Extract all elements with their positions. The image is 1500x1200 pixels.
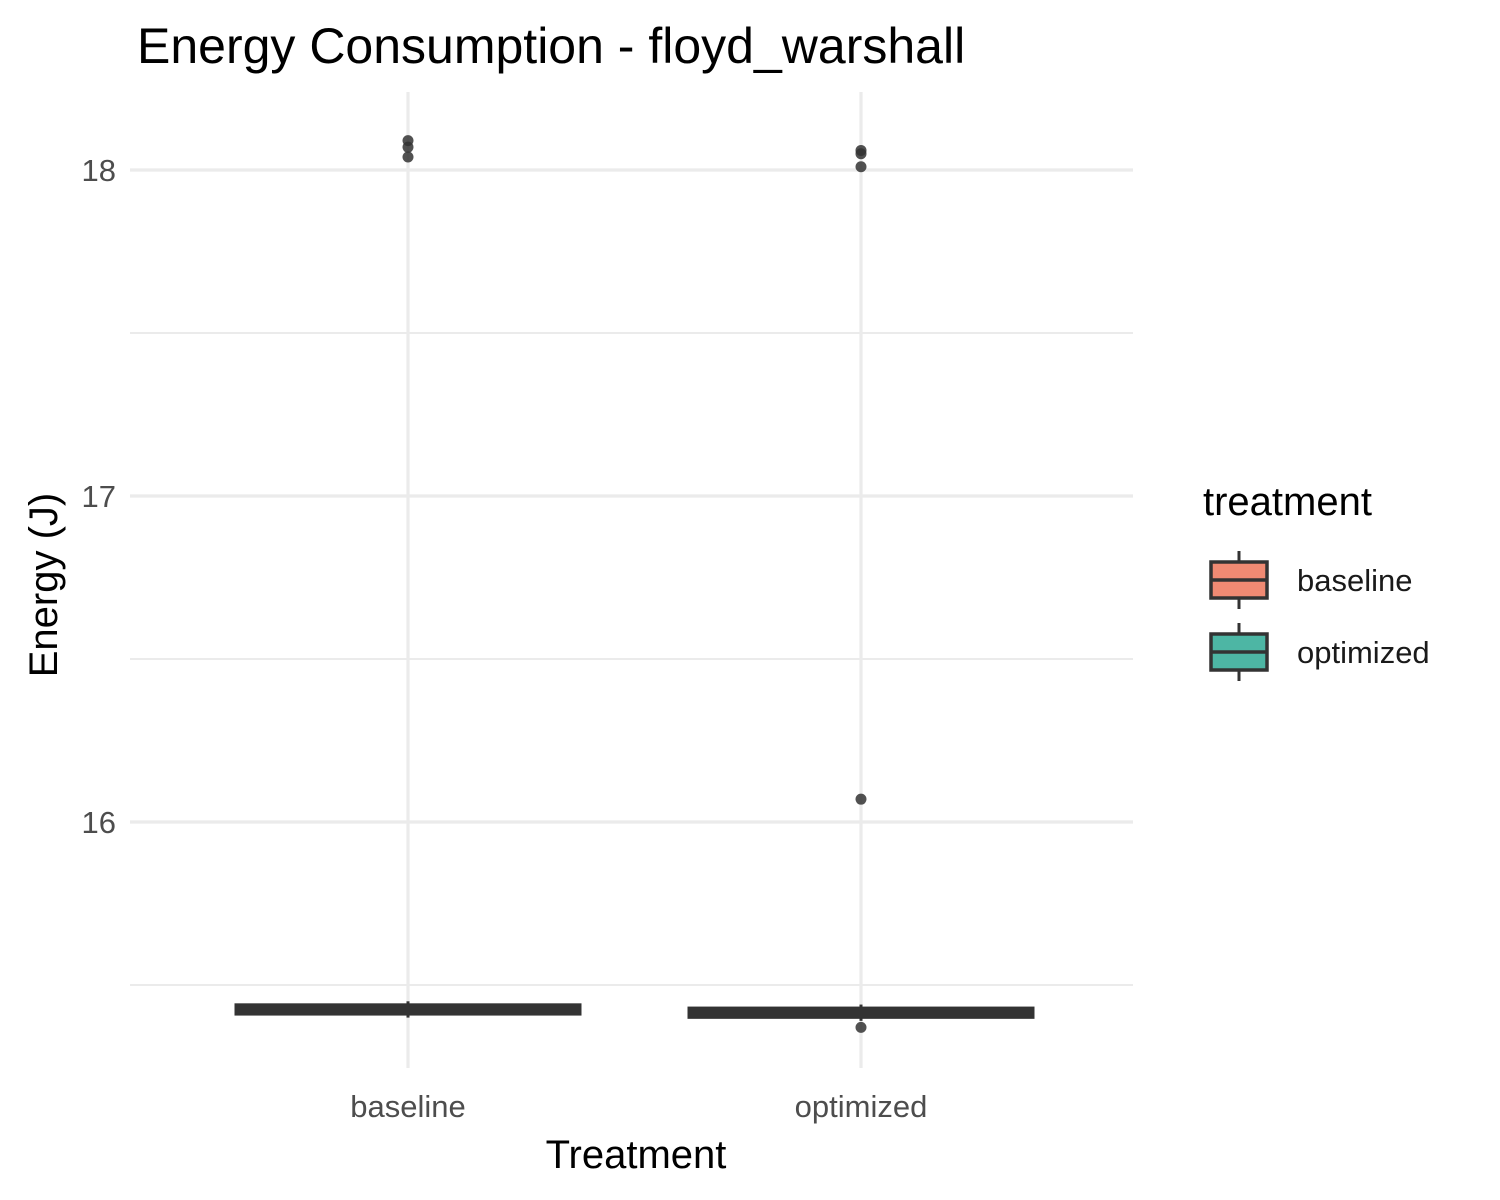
legend-entries: baseline optimized	[1209, 551, 1430, 681]
x-axis-title: Treatment	[546, 1133, 727, 1177]
outlier-point	[402, 141, 414, 153]
legend-label: optimized	[1297, 635, 1430, 670]
outlier-point	[855, 793, 867, 805]
outlier-point	[855, 148, 867, 160]
x-axis-ticks: baseline optimized	[350, 1089, 927, 1124]
y-axis-title: Energy (J)	[22, 493, 66, 678]
y-tick-label: 17	[82, 479, 116, 514]
boxes	[234, 135, 1035, 1033]
box-optimized	[687, 144, 1035, 1033]
y-axis-ticks: 16 17 18	[82, 153, 116, 840]
grid	[130, 92, 1133, 1068]
legend-label: baseline	[1297, 563, 1412, 598]
chart-title: Energy Consumption - floyd_warshall	[137, 18, 965, 74]
outlier-point	[402, 151, 414, 163]
legend-item-optimized: optimized	[1209, 623, 1430, 681]
y-tick-label: 16	[82, 805, 116, 840]
legend-item-baseline: baseline	[1209, 551, 1412, 609]
box-baseline	[234, 135, 582, 1018]
outlier-point	[855, 161, 867, 173]
x-tick-label: optimized	[795, 1089, 928, 1124]
legend: treatment baseline optimized	[1203, 480, 1430, 681]
y-tick-label: 18	[82, 153, 116, 188]
outlier-point	[855, 1021, 867, 1033]
x-tick-label: baseline	[350, 1089, 465, 1124]
legend-title: treatment	[1203, 480, 1372, 524]
